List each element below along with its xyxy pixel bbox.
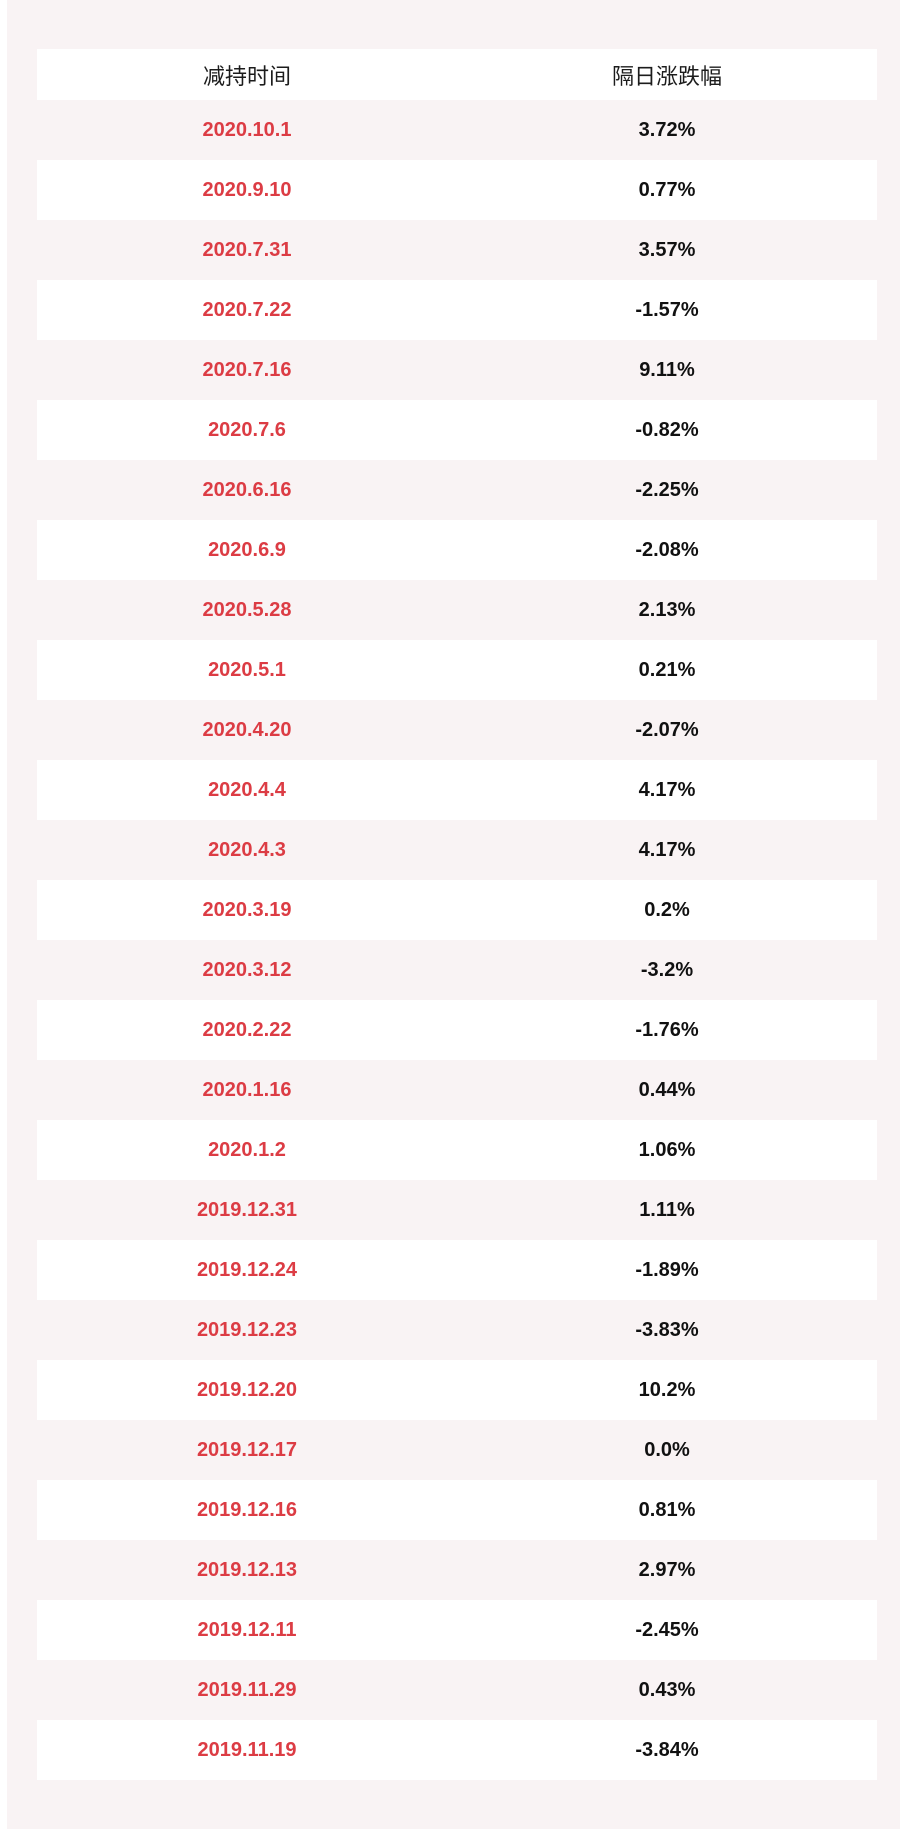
table-row: 2020.7.31 3.57% [37, 220, 877, 280]
nextday-change-cell: -3.84% [635, 1738, 699, 1761]
nextday-change-cell: 0.0% [644, 1438, 690, 1461]
reduction-date-cell: 2019.12.20 [196, 1378, 298, 1401]
reduction-date-cell: 2019.12.11 [197, 1618, 297, 1641]
table-row: 2020.4.3 4.17% [37, 820, 877, 880]
nextday-change-cell: 9.11% [639, 358, 695, 381]
table-header-row: 减持时间 隔日涨跌幅 [37, 49, 877, 100]
table-row: 2020.4.4 4.17% [37, 760, 877, 820]
reduction-date-cell: 2020.3.19 [202, 898, 292, 921]
table-row: 2020.9.10 0.77% [37, 160, 877, 220]
table-row: 2019.12.17 0.0% [37, 1420, 877, 1480]
nextday-change-cell: -2.07% [635, 718, 699, 741]
nextday-change-cell: 0.77% [638, 178, 696, 201]
reduction-date-cell: 2019.12.16 [196, 1498, 298, 1521]
table-row: 2020.7.16 9.11% [37, 340, 877, 400]
reduction-date-cell: 2020.5.1 [208, 658, 286, 681]
reduction-date-cell: 2020.7.22 [202, 298, 292, 321]
table-row: 2019.12.20 10.2% [37, 1360, 877, 1420]
reduction-history-table: 减持时间 隔日涨跌幅 2020.10.1 3.72% 2020.9.10 0.77% 2… [37, 49, 877, 1780]
table-row: 2019.12.11 -2.45% [37, 1600, 877, 1660]
nextday-change-cell: -2.08% [635, 538, 699, 561]
table-row: 2020.2.22 -1.76% [37, 1000, 877, 1060]
table-row: 2019.12.24 -1.89% [37, 1240, 877, 1300]
reduction-date-cell: 2019.12.13 [196, 1558, 298, 1581]
nextday-change-cell: 1.06% [638, 1138, 696, 1161]
nextday-change-cell: 0.81% [638, 1498, 696, 1521]
nextday-change-cell: -1.57% [635, 298, 699, 321]
reduction-date-cell: 2020.6.16 [202, 478, 292, 501]
table-row: 2020.3.12 -3.2% [37, 940, 877, 1000]
reduction-date-cell: 2019.12.17 [196, 1438, 298, 1461]
reduction-date-cell: 2020.7.31 [202, 238, 292, 261]
nextday-change-cell: 2.13% [638, 598, 696, 621]
table-row: 2020.4.20 -2.07% [37, 700, 877, 760]
table-row: 2020.5.28 2.13% [37, 580, 877, 640]
reduction-date-cell: 2020.4.20 [202, 718, 292, 741]
column-header-reduction-date: 减持时间 [202, 63, 291, 89]
nextday-change-cell: -2.25% [635, 478, 699, 501]
nextday-change-cell: 3.72% [638, 118, 696, 141]
reduction-date-cell: 2020.6.9 [208, 538, 286, 561]
table-row: 2020.7.22 -1.57% [37, 280, 877, 340]
reduction-date-cell: 2020.5.28 [202, 598, 292, 621]
bottom-white-strip [0, 1829, 900, 1832]
nextday-change-cell: 4.17% [638, 838, 696, 861]
nextday-change-cell: -2.45% [635, 1618, 699, 1641]
nextday-change-cell: 10.2% [638, 1378, 696, 1401]
nextday-change-cell: 4.17% [638, 778, 696, 801]
nextday-change-cell: -3.83% [635, 1318, 699, 1341]
table-row: 2020.7.6 -0.82% [37, 400, 877, 460]
nextday-change-cell: -1.89% [635, 1258, 699, 1281]
table-row: 2020.6.9 -2.08% [37, 520, 877, 580]
table-row: 2019.12.31 1.11% [37, 1180, 877, 1240]
reduction-date-cell: 2019.11.29 [197, 1678, 297, 1701]
table-row: 2020.5.1 0.21% [37, 640, 877, 700]
reduction-date-cell: 2020.7.6 [208, 418, 286, 441]
nextday-change-cell: -1.76% [635, 1018, 699, 1041]
reduction-date-cell: 2020.9.10 [202, 178, 292, 201]
table-row: 2020.1.2 1.06% [37, 1120, 877, 1180]
table-body: 2020.10.1 3.72% 2020.9.10 0.77% 2020.7.31 3.5… [37, 100, 877, 1780]
reduction-date-cell: 2020.1.2 [208, 1138, 286, 1161]
nextday-change-cell: -0.82% [635, 418, 699, 441]
reduction-date-cell: 2020.2.22 [202, 1018, 292, 1041]
column-header-nextday-change: 隔日涨跌幅 [611, 63, 722, 89]
reduction-date-cell: 2019.11.19 [197, 1738, 297, 1761]
reduction-date-cell: 2019.12.31 [196, 1198, 298, 1221]
reduction-date-cell: 2020.3.12 [202, 958, 292, 981]
table-row: 2020.6.16 -2.25% [37, 460, 877, 520]
table-row: 2020.10.1 3.72% [37, 100, 877, 160]
table-row: 2019.12.16 0.81% [37, 1480, 877, 1540]
reduction-date-cell: 2020.10.1 [202, 118, 292, 141]
reduction-date-cell: 2019.12.23 [196, 1318, 298, 1341]
nextday-change-cell: 1.11% [639, 1198, 695, 1221]
reduction-date-cell: 2020.4.3 [208, 838, 286, 861]
table-row: 2020.1.16 0.44% [37, 1060, 877, 1120]
nextday-change-cell: 0.44% [638, 1078, 696, 1101]
reduction-date-cell: 2019.12.24 [196, 1258, 298, 1281]
table-row: 2020.3.19 0.2% [37, 880, 877, 940]
nextday-change-cell: 0.21% [638, 658, 696, 681]
nextday-change-cell: 3.57% [638, 238, 696, 261]
table-row: 2019.11.19 -3.84% [37, 1720, 877, 1780]
nextday-change-cell: 2.97% [638, 1558, 696, 1581]
nextday-change-cell: -3.2% [640, 958, 694, 981]
table-row: 2019.12.23 -3.83% [37, 1300, 877, 1360]
nextday-change-cell: 0.43% [638, 1678, 696, 1701]
reduction-date-cell: 2020.1.16 [202, 1078, 292, 1101]
left-white-strip [0, 0, 7, 1832]
table-row: 2019.12.13 2.97% [37, 1540, 877, 1600]
reduction-date-cell: 2020.4.4 [208, 778, 286, 801]
nextday-change-cell: 0.2% [644, 898, 690, 921]
reduction-date-cell: 2020.7.16 [202, 358, 292, 381]
table-row: 2019.11.29 0.43% [37, 1660, 877, 1720]
